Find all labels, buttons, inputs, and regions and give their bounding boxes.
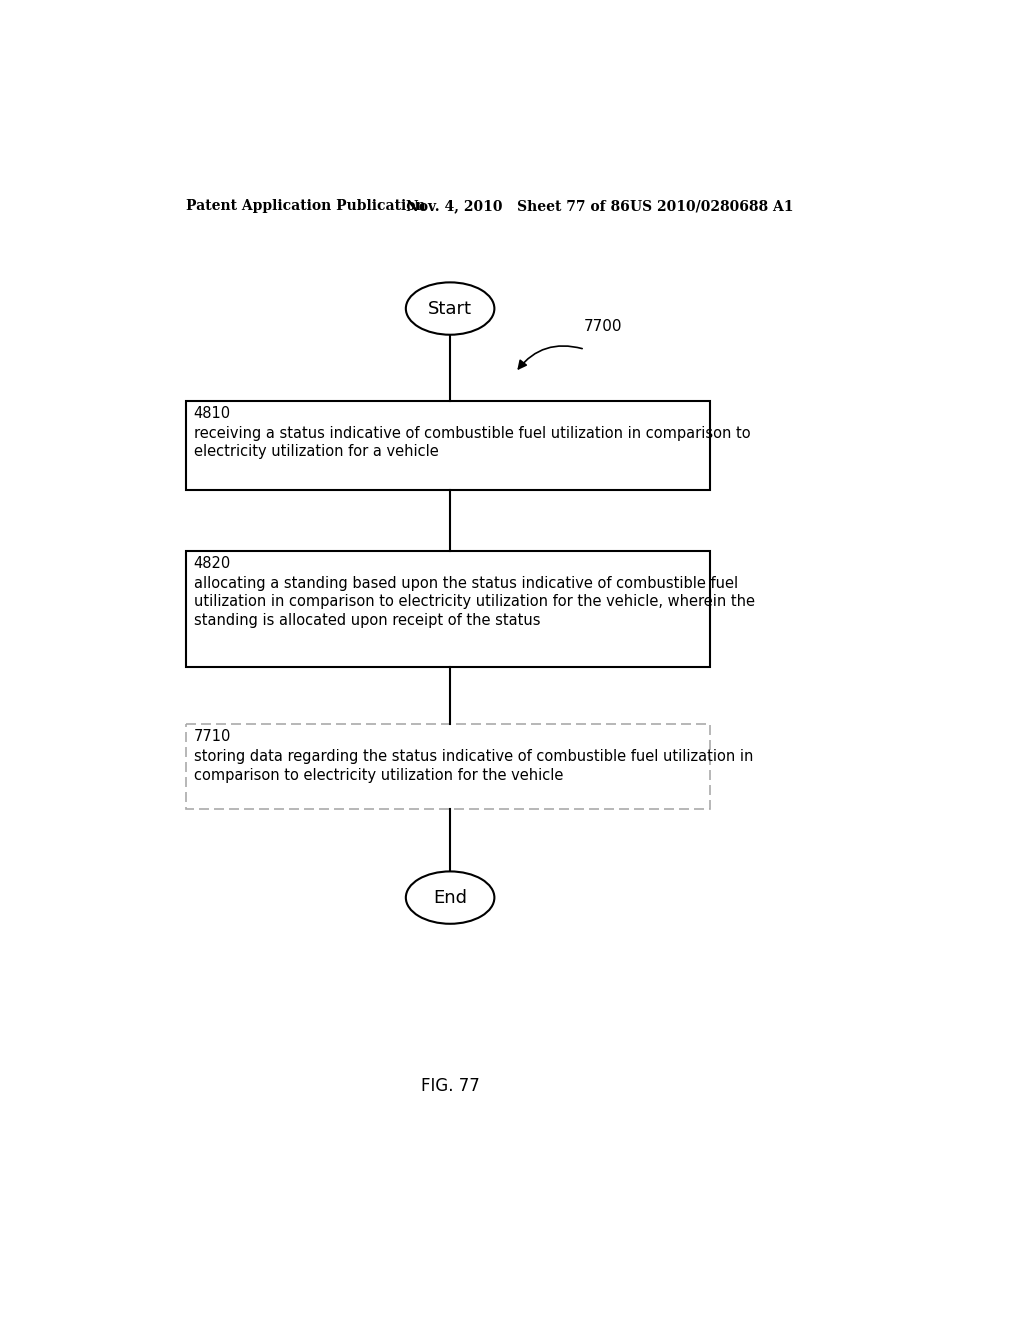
Text: 7700: 7700 xyxy=(584,318,622,334)
Text: 7710: 7710 xyxy=(194,729,231,744)
Text: electricity utilization for a vehicle: electricity utilization for a vehicle xyxy=(194,445,438,459)
Ellipse shape xyxy=(406,871,495,924)
Text: US 2010/0280688 A1: US 2010/0280688 A1 xyxy=(630,199,793,213)
Text: allocating a standing based upon the status indicative of combustible fuel: allocating a standing based upon the sta… xyxy=(194,576,738,591)
Text: Start: Start xyxy=(428,300,472,318)
Text: receiving a status indicative of combustible fuel utilization in comparison to: receiving a status indicative of combust… xyxy=(194,426,751,441)
Text: Nov. 4, 2010   Sheet 77 of 86: Nov. 4, 2010 Sheet 77 of 86 xyxy=(407,199,630,213)
Text: comparison to electricity utilization for the vehicle: comparison to electricity utilization fo… xyxy=(194,768,563,783)
Text: standing is allocated upon receipt of the status: standing is allocated upon receipt of th… xyxy=(194,612,541,628)
Text: storing data regarding the status indicative of combustible fuel utilization in: storing data regarding the status indica… xyxy=(194,750,753,764)
Text: End: End xyxy=(433,888,467,907)
Text: 4820: 4820 xyxy=(194,556,231,572)
FancyArrowPatch shape xyxy=(518,346,583,368)
Text: 4810: 4810 xyxy=(194,405,230,421)
Ellipse shape xyxy=(406,282,495,335)
Text: FIG. 77: FIG. 77 xyxy=(421,1077,479,1096)
Text: Patent Application Publication: Patent Application Publication xyxy=(186,199,426,213)
Text: utilization in comparison to electricity utilization for the vehicle, wherein th: utilization in comparison to electricity… xyxy=(194,594,755,610)
